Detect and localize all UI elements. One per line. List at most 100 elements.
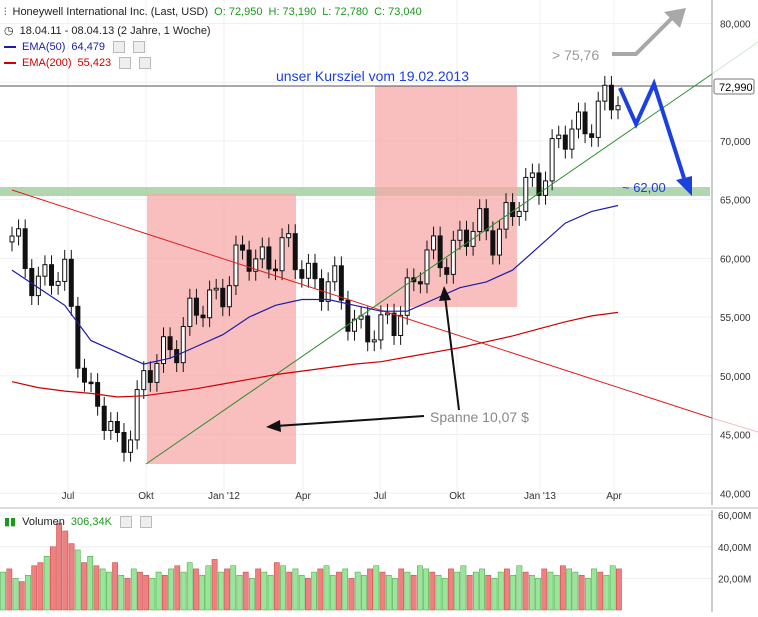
volume-bar bbox=[273, 562, 280, 611]
last-price-badge bbox=[713, 78, 755, 95]
x-tick-label: Apr bbox=[295, 491, 311, 502]
volume-bar bbox=[286, 571, 293, 611]
candle-body bbox=[582, 111, 588, 135]
volume-bar bbox=[385, 574, 392, 611]
candle-body bbox=[444, 267, 450, 275]
volume-bar bbox=[553, 574, 560, 611]
trendline-up bbox=[145, 73, 713, 465]
candle-body bbox=[424, 249, 430, 285]
volume-bar bbox=[528, 574, 535, 611]
volume-value: 306,34K bbox=[70, 516, 112, 528]
instrument-title: Honeywell International Inc. (Last, USD) bbox=[12, 6, 209, 18]
candle-body bbox=[49, 264, 55, 286]
volume-bar bbox=[584, 578, 591, 611]
volume-bar bbox=[174, 565, 181, 611]
volume-bar bbox=[99, 568, 106, 611]
candle-body bbox=[161, 336, 166, 364]
candle-body bbox=[16, 228, 22, 237]
candle-body bbox=[569, 128, 575, 150]
ema50-close-icon[interactable] bbox=[133, 41, 146, 54]
annotation-shapes bbox=[0, 85, 712, 464]
volume-bar bbox=[348, 578, 355, 611]
volume-bar bbox=[224, 568, 230, 611]
candle-body bbox=[42, 264, 48, 277]
gray-arrow bbox=[612, 16, 674, 56]
x-tick-label: Jul bbox=[374, 491, 387, 502]
spanne-annotation: Spanne 10,07 $ bbox=[430, 409, 529, 425]
candle-body bbox=[233, 244, 239, 287]
volume-bar bbox=[454, 571, 461, 611]
period-text: 18.04.11 - 08.04.13 (2 Jahre, 1 Woche) bbox=[19, 25, 211, 37]
volume-bar bbox=[429, 571, 436, 611]
candle-body bbox=[345, 299, 351, 332]
candle-body bbox=[35, 275, 41, 297]
volume-bar bbox=[485, 574, 492, 611]
volume-bar bbox=[504, 568, 510, 611]
volume-bar bbox=[199, 574, 206, 611]
candle-body bbox=[147, 370, 153, 383]
candle-body bbox=[615, 105, 621, 111]
volume-bar bbox=[311, 571, 317, 611]
volume-bar bbox=[398, 568, 405, 611]
candle-body bbox=[556, 134, 562, 140]
candle-body bbox=[575, 111, 581, 130]
ema50-settings-icon[interactable] bbox=[113, 41, 126, 54]
y-tick-label: 65,000 bbox=[720, 196, 751, 207]
volume-bar bbox=[292, 568, 299, 611]
candle-body bbox=[9, 235, 15, 243]
x-tick-label: Jul bbox=[62, 491, 75, 502]
candle-body bbox=[562, 134, 568, 150]
volume-bar bbox=[423, 568, 429, 611]
candle-body bbox=[510, 202, 516, 218]
candle-body bbox=[602, 84, 608, 102]
volume-bar bbox=[441, 578, 448, 611]
candle-body bbox=[68, 258, 74, 307]
ema200-legend[interactable]: EMA(200) 55,423 bbox=[4, 57, 157, 70]
volume-bar bbox=[603, 574, 610, 611]
candle-body bbox=[365, 315, 371, 343]
candle-body bbox=[529, 172, 535, 178]
candle-body bbox=[55, 280, 61, 286]
black-arrow-up bbox=[444, 295, 460, 411]
volume-bar bbox=[118, 574, 125, 611]
volume-bar bbox=[591, 568, 597, 611]
candle-body bbox=[154, 362, 160, 383]
volume-bar bbox=[31, 565, 38, 611]
volume-bar bbox=[616, 568, 622, 611]
candle-body bbox=[352, 318, 358, 332]
volume-settings-icon[interactable] bbox=[119, 516, 132, 529]
volume-bar bbox=[211, 559, 218, 611]
candle-body bbox=[193, 297, 199, 316]
volume-bar bbox=[298, 574, 305, 611]
volume-bar bbox=[81, 562, 87, 611]
y-tick-label: 80,000 bbox=[720, 19, 751, 30]
x-tick-label: Okt bbox=[138, 491, 154, 502]
volume-bar bbox=[597, 571, 604, 611]
indicator-lines bbox=[11, 41, 758, 465]
y-tick-label: 55,000 bbox=[720, 313, 751, 324]
trendline-down bbox=[11, 189, 713, 419]
ema200-settings-icon[interactable] bbox=[119, 57, 132, 70]
volume-legend[interactable]: ▮▮ Volumen 306,34K bbox=[4, 515, 158, 529]
candle-body bbox=[62, 258, 68, 282]
candle-body bbox=[101, 405, 107, 431]
candle-body bbox=[332, 265, 338, 283]
ema50-legend[interactable]: EMA(50) 64,479 bbox=[4, 41, 151, 54]
volume-bar bbox=[205, 565, 212, 611]
candle-body bbox=[134, 389, 140, 441]
candle-body bbox=[312, 262, 318, 280]
candle-body bbox=[22, 228, 28, 270]
volume-close-icon[interactable] bbox=[139, 516, 152, 529]
candle-body bbox=[483, 208, 489, 232]
volume-bar bbox=[25, 574, 31, 611]
candle-body bbox=[213, 287, 219, 291]
ema200-close-icon[interactable] bbox=[139, 57, 152, 70]
volume-tick-label: 40,00M bbox=[718, 543, 751, 554]
volume-bar bbox=[161, 574, 168, 611]
candle-body bbox=[114, 420, 120, 434]
volume-bar bbox=[404, 571, 411, 611]
volume-bar bbox=[491, 578, 498, 611]
blue-arrow bbox=[618, 78, 686, 179]
